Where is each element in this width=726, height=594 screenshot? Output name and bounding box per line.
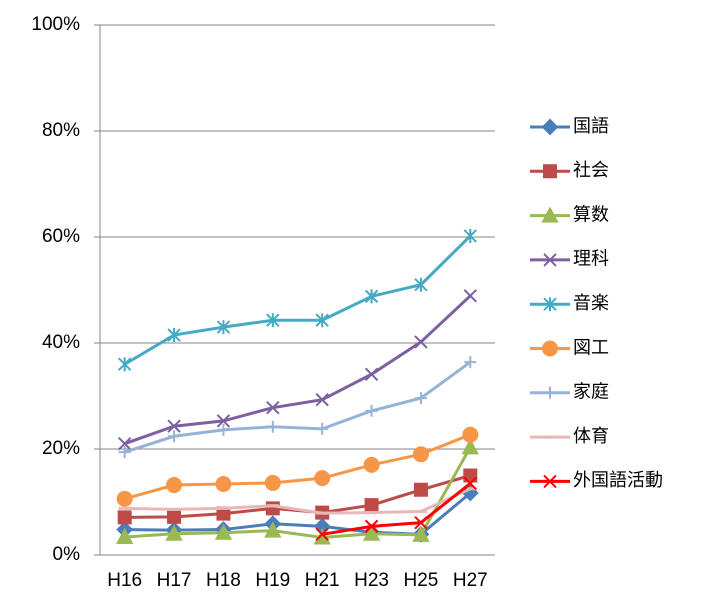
y-tick-label: 100% [31,14,80,35]
data-point [166,477,183,494]
data-point [365,404,378,417]
data-point [118,446,131,459]
legend-marker [543,164,557,179]
data-point [463,289,478,303]
data-point [315,527,329,542]
data-point [414,335,428,349]
data-point [414,515,428,530]
y-tick-label: 60% [42,226,80,247]
data-point [414,277,428,292]
y-tick-label: 20% [42,438,80,459]
data-point [167,509,182,524]
data-point [264,474,281,491]
data-point [315,393,329,407]
data-point [363,456,380,473]
legend-marker [541,118,559,136]
data-point [165,524,183,541]
data-point [314,470,331,487]
data-point [315,313,329,328]
data-point [117,436,132,451]
legend-label: 図工 [573,337,609,357]
y-tick-label: 40% [42,332,80,353]
data-point [414,392,427,405]
x-tick-label: H18 [206,570,241,591]
x-tick-label: H21 [305,570,340,591]
legend-label: 外国語活動 [573,470,663,490]
data-point [364,519,379,534]
data-point [464,356,477,369]
data-point [117,510,132,525]
data-point [217,423,230,436]
legend-label: 体育 [573,426,609,446]
data-point [264,521,282,538]
y-tick-label: 80% [42,120,80,141]
y-tick-label: 0% [53,544,81,565]
data-point [117,357,132,372]
series-line [124,487,471,515]
x-tick-label: H19 [255,570,290,591]
x-tick-label: H23 [354,570,389,591]
legend-label: 理科 [573,249,609,269]
data-point [316,422,329,435]
data-point [168,430,181,443]
data-point [461,438,479,455]
legend-label: 国語 [573,116,609,136]
legend-label: 算数 [573,204,609,224]
data-point [462,426,479,443]
series-line [124,433,471,501]
legend-marker [541,206,559,223]
data-point [116,527,134,544]
series-line [123,234,472,366]
x-tick-label: H25 [404,570,439,591]
x-tick-label: H16 [107,570,142,591]
data-point [167,328,181,343]
data-point [362,524,381,541]
data-point [364,289,379,304]
data-point [412,525,430,542]
data-point [167,419,181,433]
data-point [266,420,279,433]
data-point [463,228,478,243]
data-point [266,313,280,328]
data-point [266,400,280,415]
data-point [413,482,428,497]
data-point [364,367,379,381]
data-point [216,414,231,428]
x-tick-label: H27 [453,570,488,591]
legend-label: 社会 [573,160,609,180]
series-line [124,294,472,446]
data-point [412,446,429,463]
x-tick-label: H17 [157,570,192,591]
data-point [214,523,233,540]
series-line [124,446,472,540]
data-point [364,498,379,513]
series-line [321,482,472,536]
legend-marker [543,253,557,267]
legend-marker [543,474,557,489]
data-point [265,501,280,516]
data-point [463,476,478,491]
legend-marker [542,340,558,357]
legend-label: 家庭 [573,382,609,402]
legend-marker [543,297,557,312]
data-point [216,320,231,335]
data-point [215,475,232,492]
legend-label: 音楽 [573,293,609,313]
series-line [124,360,472,454]
legend-marker [544,386,556,399]
data-point [116,490,133,507]
